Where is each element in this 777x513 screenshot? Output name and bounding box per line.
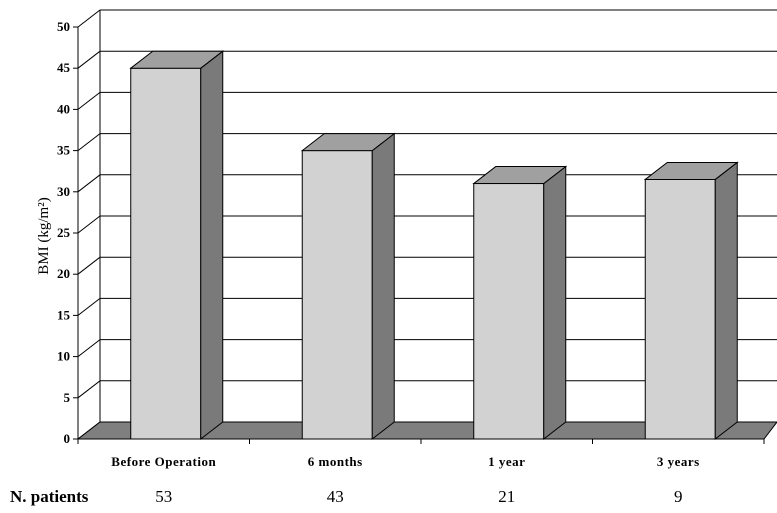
gridline-diagonal: [77, 339, 101, 357]
category-label: 3 years: [657, 454, 700, 469]
gridline-diagonal: [77, 215, 101, 234]
gridline-diagonal: [77, 256, 101, 275]
y-tick-label: 20: [57, 266, 70, 281]
gridline-diagonal: [77, 92, 101, 110]
gridline-diagonal: [77, 50, 101, 69]
y-tick-label: 0: [64, 431, 71, 446]
bar-top: [300, 133, 396, 152]
bar-front: [301, 150, 373, 440]
labels-layer: 0 5 10 15 20 25 30 35 40 45 50 Before Operation 53 6 …: [57, 19, 700, 506]
y-tick-label: 10: [57, 349, 70, 364]
category-label: 6 months: [308, 454, 363, 469]
y-tick-label: 25: [57, 225, 71, 240]
bar-top: [643, 161, 739, 180]
gridline-diagonal: [77, 9, 101, 28]
patients-count: 43: [327, 487, 344, 506]
y-tick-label: 5: [64, 390, 71, 405]
patients-label: N. patients: [10, 487, 89, 506]
bar-top: [472, 166, 568, 185]
bar-side: [714, 161, 738, 441]
category-label: Before Operation: [111, 454, 216, 469]
bar-top: [129, 50, 225, 69]
gridline-diagonal: [77, 133, 101, 151]
bar-front: [130, 67, 202, 440]
patients-count: 21: [498, 487, 515, 506]
gridline-diagonal: [77, 298, 101, 316]
bar-side: [371, 132, 395, 441]
bars-layer: [129, 50, 739, 441]
y-axis-label: BMI (kg/m²): [36, 197, 52, 274]
y-tick-label: 35: [57, 143, 71, 158]
y-tick-label: 15: [57, 307, 71, 322]
bar-side: [200, 50, 224, 441]
gridline-diagonal: [77, 380, 101, 399]
y-tick-label: 50: [57, 19, 70, 34]
bar-front: [473, 183, 545, 440]
patients-count: 9: [674, 487, 683, 506]
y-tick-label: 45: [57, 60, 71, 75]
gridline-diagonal: [77, 174, 101, 193]
y-tick-label: 30: [57, 184, 70, 199]
patients-count: 53: [155, 487, 172, 506]
bar-side: [543, 165, 567, 441]
bar-front: [644, 178, 716, 440]
y-tick-label: 40: [57, 101, 70, 116]
category-label: 1 year: [488, 454, 525, 469]
